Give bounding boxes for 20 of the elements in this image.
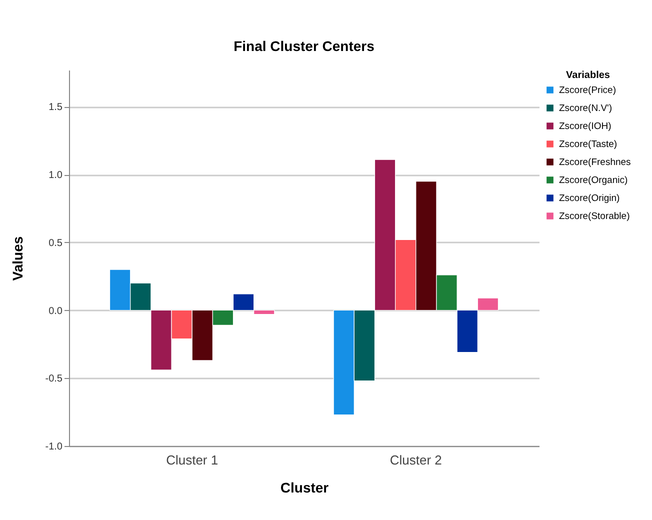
x-tick-label: Cluster 2 <box>390 452 442 468</box>
y-tick-label: -1.0 <box>45 442 63 452</box>
x-tick-label: Cluster 1 <box>166 452 218 468</box>
x-axis-title: Cluster <box>280 480 330 496</box>
legend-label: Zscore(IOH) <box>559 121 612 132</box>
legend-label: Zscore(Taste) <box>559 139 618 150</box>
legend-title: Variables <box>566 70 610 81</box>
legend-label: Zscore(N.V') <box>559 103 612 114</box>
y-tick-label: 0.0 <box>48 306 63 317</box>
legend-label: Zscore(Organic) <box>559 175 628 186</box>
y-tick-label: 1.5 <box>48 102 63 114</box>
legend-label: Zscore(Price) <box>559 85 616 96</box>
chart-title: Final Cluster Centers <box>234 38 375 54</box>
legend-label: Zscore(Origin) <box>559 193 620 204</box>
legend-label: Zscore(Freshnes <box>559 157 632 168</box>
y-axis-title: Values <box>9 236 26 281</box>
y-tick-label: 0.5 <box>48 238 63 249</box>
legend-label: Zscore(Storable) <box>559 211 630 222</box>
y-tick-label: 1.0 <box>48 170 63 182</box>
y-tick-label: -0.5 <box>45 374 63 385</box>
